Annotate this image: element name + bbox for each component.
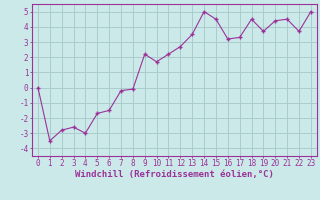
- X-axis label: Windchill (Refroidissement éolien,°C): Windchill (Refroidissement éolien,°C): [75, 170, 274, 179]
